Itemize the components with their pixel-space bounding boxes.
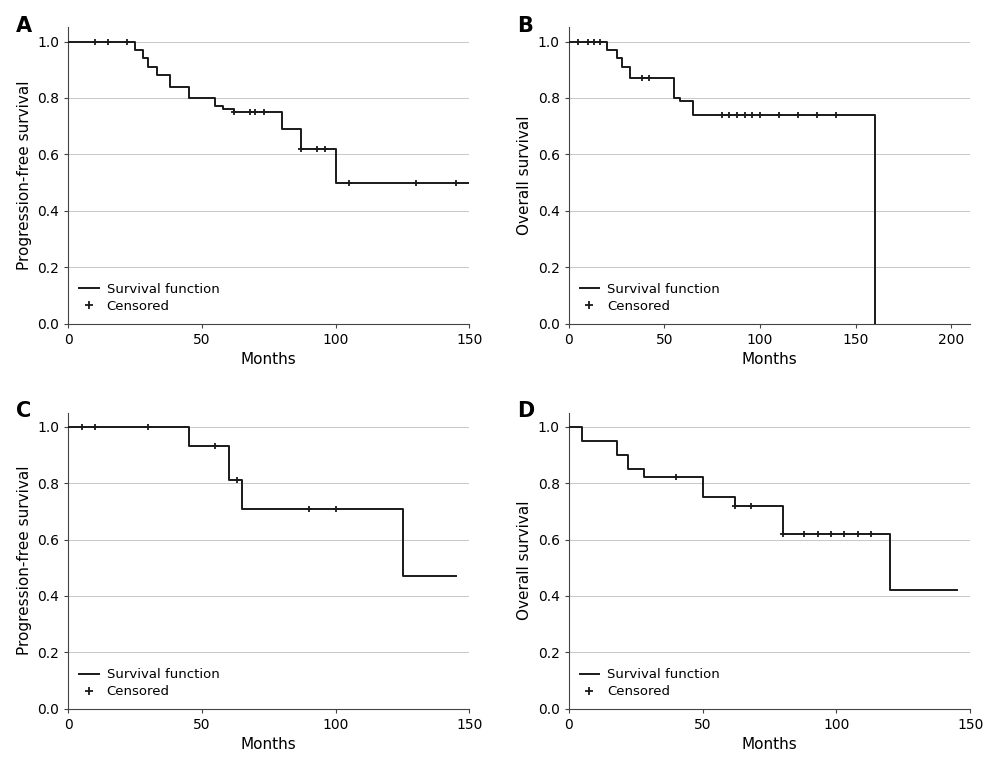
Y-axis label: Overall survival: Overall survival [517,116,532,235]
Legend: Survival function, Censored: Survival function, Censored [75,279,223,317]
Legend: Survival function, Censored: Survival function, Censored [576,279,724,317]
X-axis label: Months: Months [742,737,797,752]
X-axis label: Months: Months [241,352,297,367]
X-axis label: Months: Months [742,352,797,367]
Text: C: C [16,401,31,421]
Legend: Survival function, Censored: Survival function, Censored [576,664,724,702]
Y-axis label: Progression-free survival: Progression-free survival [17,81,32,270]
Text: B: B [517,15,533,35]
Text: A: A [16,15,32,35]
Legend: Survival function, Censored: Survival function, Censored [75,664,223,702]
Text: D: D [517,401,534,421]
Y-axis label: Overall survival: Overall survival [517,501,532,621]
X-axis label: Months: Months [241,737,297,752]
Y-axis label: Progression-free survival: Progression-free survival [17,466,32,655]
